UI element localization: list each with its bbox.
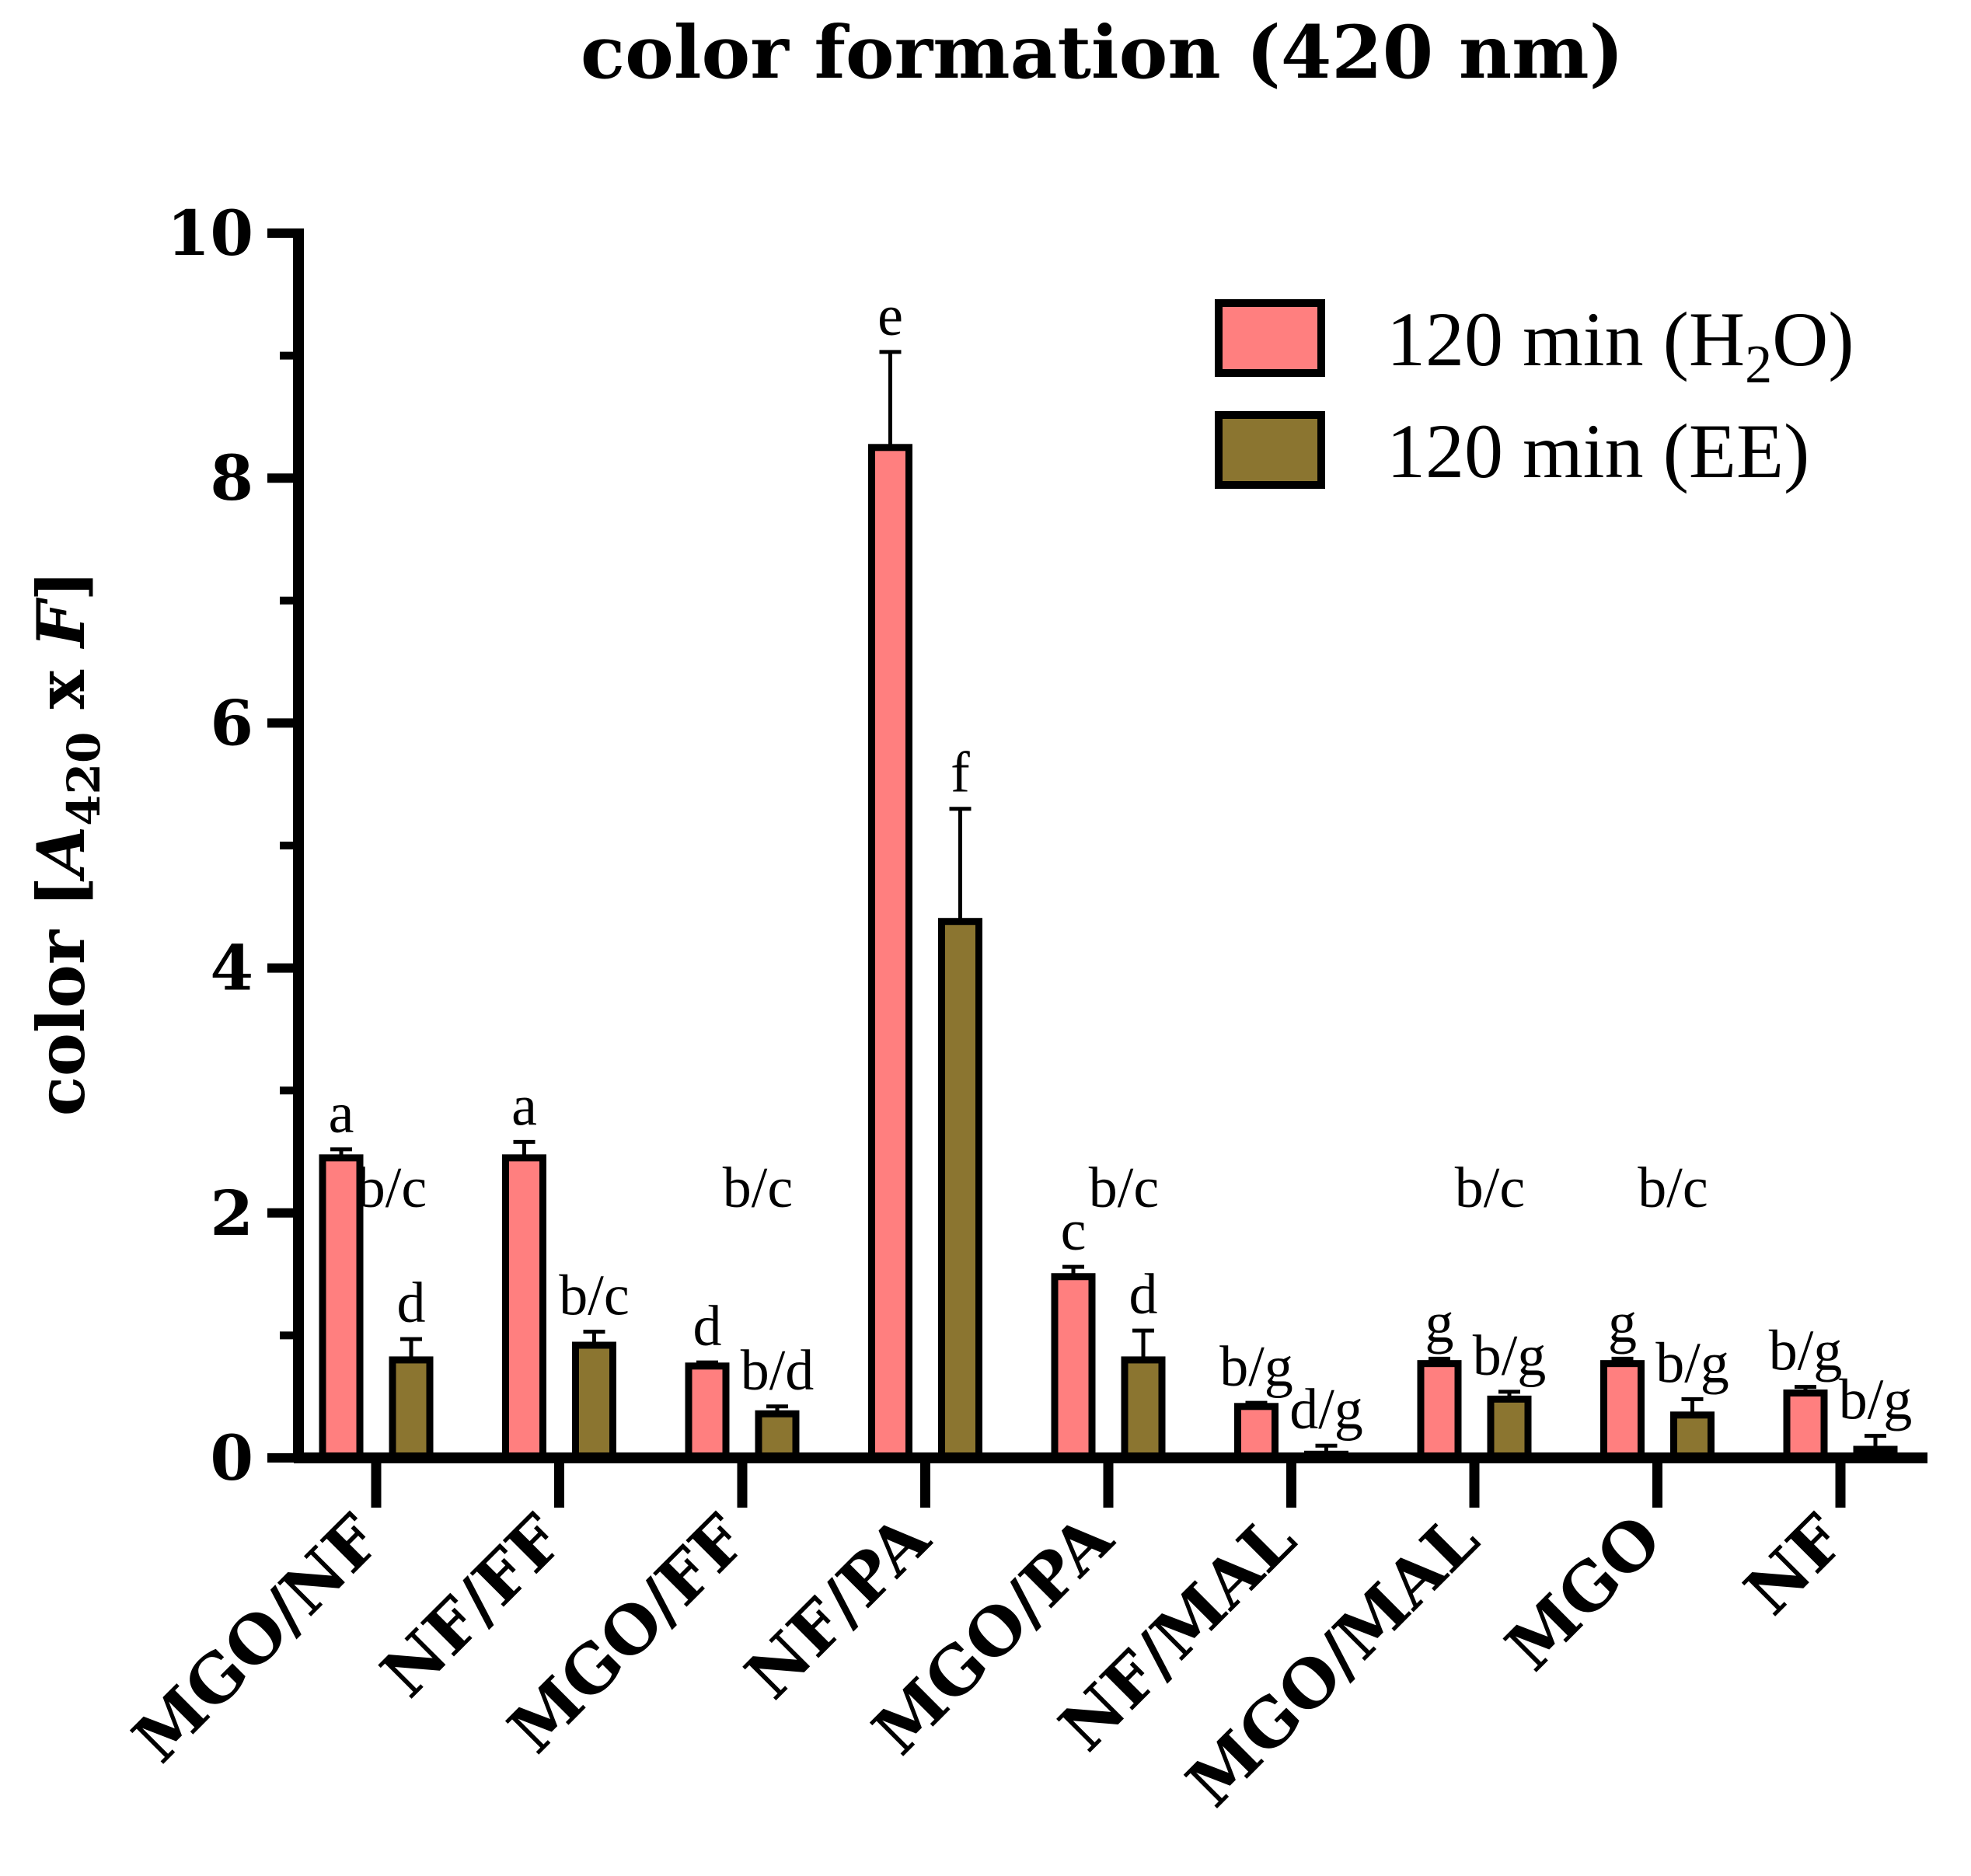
bar-nf-h2o — [1783, 1389, 1828, 1462]
group-label-mgo: b/c — [1638, 1156, 1708, 1220]
legend-label-ee: 120 min (EE) — [1387, 408, 1809, 494]
legend-swatch-h2o — [1215, 299, 1325, 377]
group-label-mgo-mal: b/c — [1455, 1156, 1525, 1220]
y-axis-label-suffix: ] — [23, 570, 99, 602]
significance-label-nf-mal-ee: d/g — [1289, 1378, 1363, 1442]
significance-label-mgo-ff-h2o: d — [693, 1295, 722, 1358]
significance-label-mgo-pa-ee: d — [1129, 1263, 1158, 1327]
significance-label-mgo-mal-ee: b/g — [1473, 1324, 1547, 1388]
significance-label-mgo-pa-h2o: c — [1061, 1199, 1087, 1263]
y-tick-label-2: 2 — [210, 1177, 253, 1250]
legend-label-h2o: 120 min (H2O) — [1387, 296, 1854, 395]
y-axis-label: color [A420 x F] — [23, 570, 110, 1117]
group-label-mgo-ff: b/c — [723, 1156, 793, 1220]
chart-title: color formation (420 nm) — [581, 10, 1624, 96]
significance-label-mgo-mal-h2o: g — [1425, 1291, 1454, 1355]
legend: 120 min (H2O) 120 min (EE) — [1215, 296, 1854, 494]
bar-nf-ff-h2o — [502, 1154, 546, 1462]
x-tick-label-nf: NF — [1730, 1500, 1859, 1629]
bar-mgo-nf-ee — [389, 1356, 434, 1462]
y-axis-label-symbol: A — [23, 826, 99, 882]
group-label-mgo-nf: b/c — [357, 1156, 427, 1220]
bar-mgo-pa-h2o — [1051, 1273, 1096, 1462]
bar-nf-pa-ee — [938, 918, 982, 1462]
legend-swatch-ee — [1215, 411, 1325, 489]
bar-mgo-ff-h2o — [685, 1362, 730, 1462]
significance-label-mgo-nf-h2o: a — [329, 1082, 354, 1145]
bar-mgo-nf-h2o — [319, 1154, 364, 1462]
significance-label-nf-ff-h2o: a — [511, 1074, 537, 1138]
bar-mgo-mal-ee — [1487, 1395, 1532, 1462]
bar-mgo-ee — [1670, 1411, 1715, 1462]
axes-layer: 0 2 4 6 8 10 — [167, 197, 1927, 1494]
y-axis-label-middle: x — [23, 647, 99, 732]
bar-mgo-mal-h2o — [1417, 1360, 1462, 1462]
annotations-layer: adb/cab/c db/db/cefcdb/cb/gd/ggb/gb/cgb/g… — [329, 284, 1913, 1442]
significance-label-mgo-nf-ee: d — [397, 1271, 426, 1335]
y-axis-label-subscript: 420 — [58, 732, 110, 826]
x-tick-label-mgo-nf: MGO/NF — [118, 1500, 395, 1777]
significance-label-nf-mal-h2o: b/g — [1219, 1335, 1293, 1399]
x-tick-label-mgo: MGO — [1491, 1500, 1676, 1685]
significance-label-nf-h2o: b/g — [1769, 1320, 1843, 1383]
y-tick-label-10: 10 — [167, 197, 253, 270]
bar-mgo-ff-ee — [755, 1410, 800, 1462]
y-tick-label-0: 0 — [210, 1421, 253, 1494]
significance-label-mgo-ff-ee: b/d — [741, 1339, 815, 1403]
significance-label-mgo-ee: b/g — [1655, 1331, 1729, 1395]
x-ticks-layer: MGO/NFNF/FFMGO/FFNF/PAMGO/PANF/MALMGO/MA… — [118, 1458, 1859, 1822]
bar-mgo-h2o — [1600, 1360, 1645, 1462]
significance-label-nf-ff-ee: b/c — [559, 1264, 629, 1328]
bar-mgo-pa-ee — [1121, 1356, 1166, 1462]
significance-label-nf-pa-h2o: e — [877, 284, 903, 348]
error-bars-layer — [330, 350, 1886, 1455]
y-axis-label-prefix: color [ — [23, 877, 99, 1116]
y-axis-label-factor: F — [23, 597, 99, 649]
significance-label-mgo-h2o: g — [1608, 1291, 1637, 1355]
bars-layer — [319, 444, 1898, 1462]
significance-label-nf-ee: b/g — [1839, 1369, 1913, 1432]
bar-nf-pa-h2o — [868, 444, 912, 1462]
bar-nf-ff-ee — [572, 1341, 616, 1462]
y-tick-label-4: 4 — [210, 932, 253, 1005]
significance-label-nf-pa-ee: f — [951, 741, 970, 805]
bar-nf-mal-h2o — [1234, 1403, 1279, 1462]
y-tick-label-8: 8 — [210, 441, 253, 514]
group-label-mgo-pa: b/c — [1089, 1156, 1159, 1220]
y-tick-label-6: 6 — [210, 686, 253, 759]
